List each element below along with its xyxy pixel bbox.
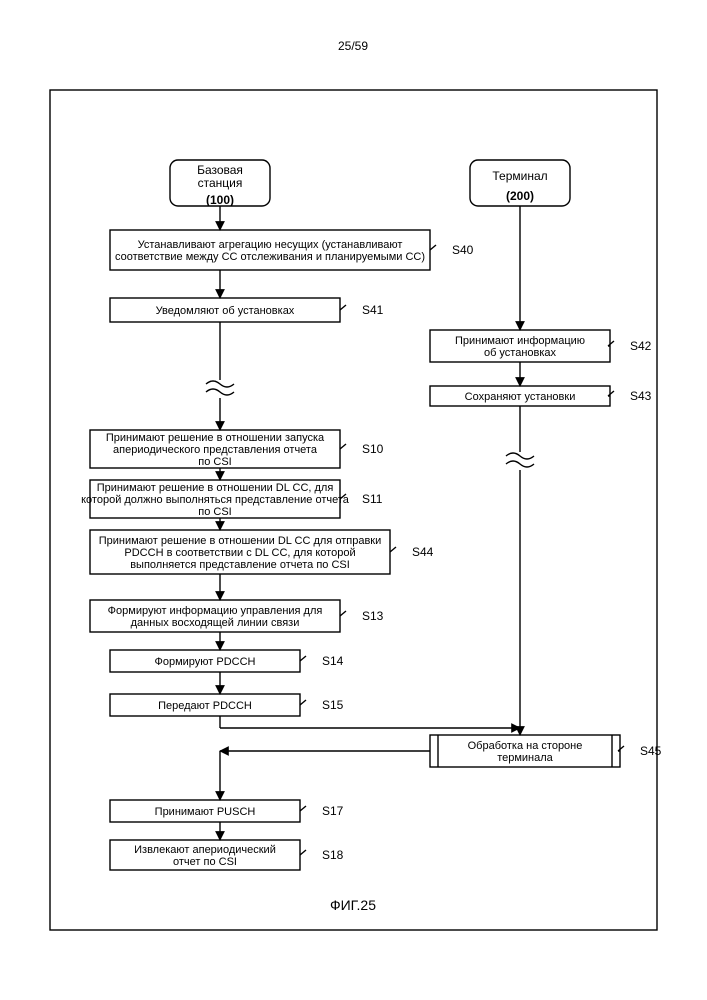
svg-text:Принимают PUSCH: Принимают PUSCH [155,806,256,818]
svg-text:S13: S13 [362,609,384,623]
step-s10: Принимают решение в отношении запускаапе… [90,430,384,468]
svg-text:станция: станция [198,176,243,190]
step-s17: Принимают PUSCH S17 [110,800,344,822]
svg-text:Обработка на стороне: Обработка на стороне [468,740,583,752]
svg-text:S10: S10 [362,442,384,456]
step-s15: Передают PDCCH S15 [110,694,344,716]
step-s42: Принимают информациюоб установках S42 [430,330,652,362]
svg-text:S15: S15 [322,698,344,712]
svg-text:отчет по CSI: отчет по CSI [173,856,237,868]
step-s14: Формируют PDCCH S14 [110,650,344,672]
step-s18: Извлекают апериодическийотчет по CSI S18 [110,840,344,870]
svg-text:S18: S18 [322,848,344,862]
svg-text:(100): (100) [206,193,234,207]
svg-text:Формируют PDCCH: Формируют PDCCH [154,656,255,668]
svg-text:Извлекают апериодический: Извлекают апериодический [134,844,276,856]
svg-text:по CSI: по CSI [198,506,231,518]
svg-text:выполняется представление отче: выполняется представление отчета по CSI [130,559,350,571]
break-mark [206,360,234,420]
svg-text:Формируют информацию управлени: Формируют информацию управления для [108,605,323,617]
svg-text:Передают PDCCH: Передают PDCCH [158,700,252,712]
start-terminal: Терминал (200) [470,160,570,206]
svg-text:Принимают информацию: Принимают информацию [455,335,585,347]
svg-text:S42: S42 [630,339,652,353]
svg-text:S14: S14 [322,654,344,668]
svg-text:S43: S43 [630,389,652,403]
step-s44: Принимают решение в отношении DL CC для … [90,530,434,574]
figure-label: ФИГ.25 [330,897,376,913]
svg-text:PDCCH в соответствии с DL CC,: PDCCH в соответствии с DL CC, для которо… [124,547,355,559]
svg-text:S17: S17 [322,804,344,818]
break-mark [506,432,534,492]
svg-text:Принимают решение в отношении: Принимают решение в отношении DL CC для … [99,535,382,547]
step-s13: Формируют информацию управления дляданны… [90,600,384,632]
start-base-station: Базоваястанция (100) [170,160,270,207]
svg-text:(200): (200) [506,189,534,203]
svg-text:терминала: терминала [497,752,553,764]
step-s41: Уведомляют об установках S41 [110,298,384,322]
svg-text:S45: S45 [640,744,662,758]
svg-text:S44: S44 [412,545,434,559]
svg-text:данных восходящей линии связи: данных восходящей линии связи [131,617,300,629]
svg-text:Уведомляют об установках: Уведомляют об установках [156,305,295,317]
step-s40: Устанавливают агрегацию несущих (устанав… [110,230,474,270]
svg-text:Устанавливают агрегацию несущи: Устанавливают агрегацию несущих (устанав… [138,239,403,251]
step-s11: Принимают решение в отношении DL CC, для… [81,480,383,518]
svg-text:об установках: об установках [484,347,557,359]
svg-text:Терминал: Терминал [492,169,547,183]
svg-text:Принимают решение в отношении: Принимают решение в отношении запуска [106,432,325,444]
step-s45: Обработка на сторонетерминала S45 [430,735,662,767]
svg-text:Сохраняют установки: Сохраняют установки [465,391,576,403]
svg-text:S40: S40 [452,243,474,257]
svg-text:Базовая: Базовая [197,163,243,177]
svg-text:соответствие между CC отслежив: соответствие между CC отслеживания и пла… [115,251,425,263]
svg-text:S11: S11 [362,492,383,506]
svg-text:по CSI: по CSI [198,456,231,468]
svg-text:апериодического представления: апериодического представления отчета [113,444,318,456]
svg-text:которой должно выполняться пре: которой должно выполняться представление… [81,494,350,506]
svg-text:25/59: 25/59 [338,39,368,53]
svg-text:S41: S41 [362,303,384,317]
step-s43: Сохраняют установки S43 [430,386,652,406]
svg-text:Принимают решение в отношении: Принимают решение в отношении DL CC, для [97,482,334,494]
